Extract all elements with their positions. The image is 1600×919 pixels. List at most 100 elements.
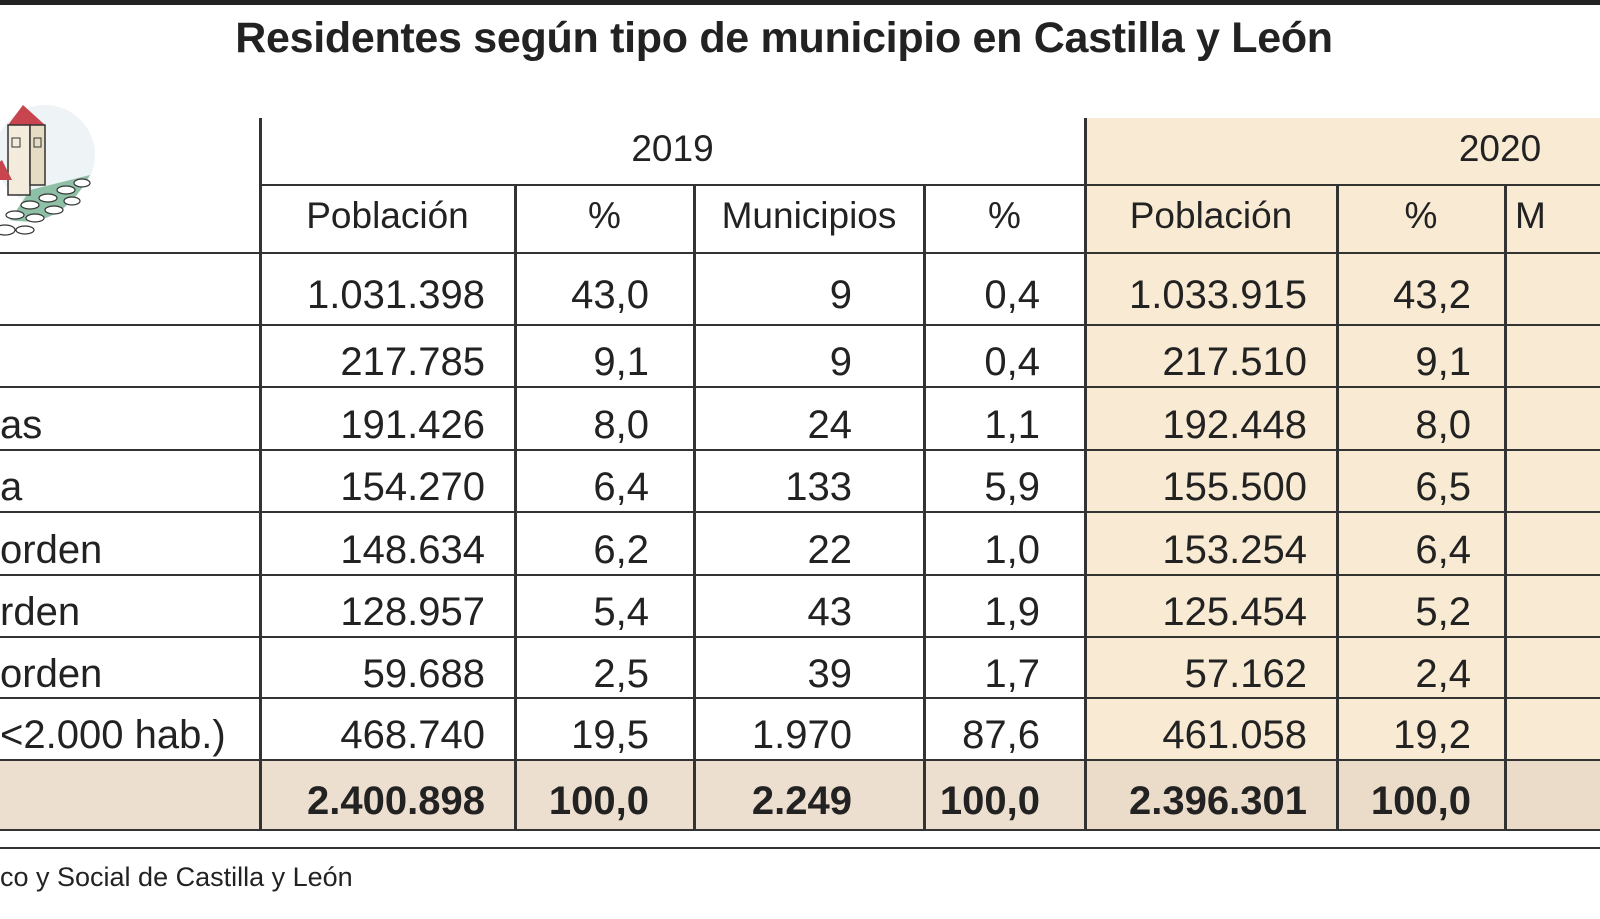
data-cell: 8,0	[1415, 405, 1471, 447]
data-cell: 191.426	[340, 405, 485, 447]
row-label: rden	[0, 592, 81, 634]
column-rule	[259, 118, 262, 830]
top-rule	[0, 0, 1600, 5]
table-rule	[0, 759, 1600, 761]
data-cell: 5,4	[593, 592, 649, 634]
data-cell	[1505, 405, 1600, 449]
data-cell: 57.162	[1184, 654, 1307, 696]
data-cell: 6,5	[1415, 467, 1471, 509]
data-cell	[1505, 275, 1600, 319]
data-cell: 0,4	[984, 275, 1040, 317]
data-cell	[1505, 530, 1600, 574]
table-rule	[0, 847, 1600, 849]
column-header: %	[1404, 197, 1438, 236]
data-cell	[1505, 715, 1600, 759]
table-rule	[0, 574, 1600, 576]
column-rule	[1504, 185, 1507, 830]
column-rule	[923, 185, 926, 830]
row-label: orden	[0, 530, 103, 572]
column-rule	[693, 185, 696, 830]
table-rule	[0, 252, 1600, 254]
data-cell: 9,1	[1415, 342, 1471, 384]
year-2020-highlight	[1085, 118, 1600, 830]
total-cell	[1505, 781, 1600, 825]
column-header: M	[1515, 197, 1546, 236]
data-cell: 0,4	[984, 342, 1040, 384]
data-cell: 9	[829, 275, 852, 317]
table-rule	[0, 386, 1600, 388]
total-cell: 100,0	[1370, 781, 1471, 823]
data-cell: 87,6	[962, 715, 1040, 757]
data-cell: 1.031.398	[307, 275, 485, 317]
data-cell: 1,9	[984, 592, 1040, 634]
total-cell: 100,0	[548, 781, 649, 823]
column-rule	[514, 185, 517, 830]
total-cell: 2.249	[751, 781, 852, 823]
data-cell: 39	[807, 654, 853, 696]
data-cell: 1,0	[984, 530, 1040, 572]
data-cell: 468.740	[340, 715, 485, 757]
data-cell: 133	[785, 467, 852, 509]
data-cell: 2,4	[1415, 654, 1471, 696]
data-cell: 6,4	[593, 467, 649, 509]
chart-title: Residentes según tipo de municipio en Ca…	[235, 14, 1333, 62]
column-header: %	[588, 197, 621, 236]
table-rule	[0, 324, 1600, 326]
row-label	[0, 275, 255, 319]
table-rule	[0, 697, 1600, 699]
data-cell: 8,0	[593, 405, 649, 447]
row-label	[0, 342, 255, 386]
data-cell: 22	[807, 530, 853, 572]
data-cell: 192.448	[1162, 405, 1307, 447]
table-rule	[0, 636, 1600, 638]
data-cell: 59.688	[362, 654, 485, 696]
row-label: as	[0, 405, 43, 447]
total-cell: 2.400.898	[307, 781, 485, 823]
data-cell: 217.785	[340, 342, 485, 384]
data-cell	[1505, 342, 1600, 386]
row-label: a	[0, 467, 23, 509]
column-header: %	[988, 197, 1021, 236]
table-rule	[260, 184, 1600, 186]
data-cell: 2,5	[593, 654, 649, 696]
data-cell: 125.454	[1162, 592, 1307, 634]
data-cell: 6,4	[1415, 530, 1471, 572]
data-cell: 43,0	[571, 275, 649, 317]
column-rule	[1336, 185, 1339, 830]
data-cell	[1505, 467, 1600, 511]
row-label	[0, 781, 255, 825]
data-cell: 148.634	[340, 530, 485, 572]
data-cell: 1,1	[984, 405, 1040, 447]
total-row-background-2020	[1085, 760, 1600, 830]
source-note: co y Social de Castilla y León	[0, 862, 353, 892]
column-header: Municipios	[721, 197, 897, 236]
column-header: Población	[1129, 197, 1293, 236]
table-rule	[0, 829, 1600, 831]
data-cell: 217.510	[1162, 342, 1307, 384]
total-row-background	[0, 760, 1085, 830]
data-cell: 154.270	[340, 467, 485, 509]
year-header-2019: 2019	[631, 130, 714, 169]
data-cell: 128.957	[340, 592, 485, 634]
data-cell: 153.254	[1162, 530, 1307, 572]
data-cell: 9,1	[593, 342, 649, 384]
data-cell: 19,2	[1393, 715, 1471, 757]
data-cell: 5,9	[984, 467, 1040, 509]
data-cell: 19,5	[571, 715, 649, 757]
data-cell: 1.033.915	[1129, 275, 1307, 317]
village-tower-icon	[0, 105, 95, 236]
data-cell: 1.970	[751, 715, 852, 757]
column-header: Población	[306, 197, 469, 236]
data-cell: 24	[807, 405, 853, 447]
data-cell: 43,2	[1393, 275, 1471, 317]
data-cell: 5,2	[1415, 592, 1471, 634]
data-cell	[1505, 592, 1600, 636]
row-label: <2.000 hab.)	[0, 715, 226, 757]
data-cell: 9	[829, 342, 852, 384]
data-cell: 1,7	[984, 654, 1040, 696]
row-label: orden	[0, 654, 103, 696]
year-header-2020: 2020	[1458, 130, 1542, 169]
table-rule	[0, 449, 1600, 451]
column-rule	[1084, 118, 1087, 830]
data-cell: 155.500	[1162, 467, 1307, 509]
